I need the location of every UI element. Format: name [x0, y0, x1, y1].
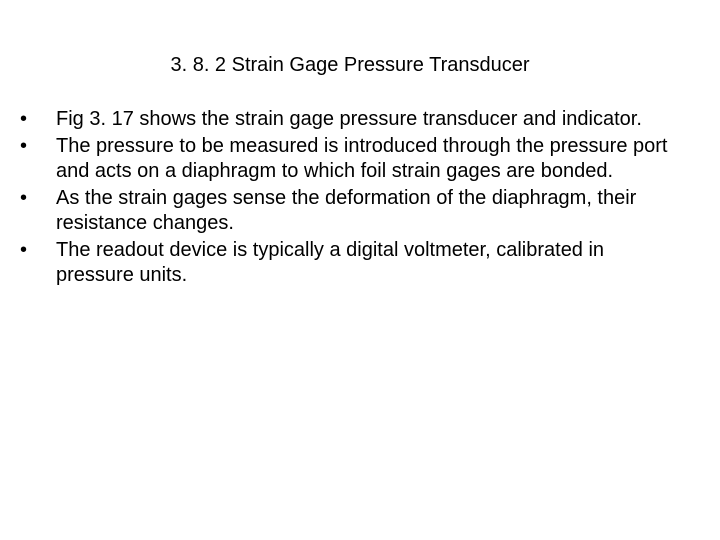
list-item: • As the strain gages sense the deformat… [20, 186, 680, 236]
bullet-icon: • [20, 107, 56, 132]
bullet-icon: • [20, 238, 56, 263]
slide-title: 3. 8. 2 Strain Gage Pressure Transducer [20, 54, 680, 77]
list-item: • The pressure to be measured is introdu… [20, 134, 680, 184]
bullet-icon: • [20, 186, 56, 211]
bullet-text: The readout device is typically a digita… [56, 238, 680, 288]
bullet-text: The pressure to be measured is introduce… [56, 134, 680, 184]
list-item: • Fig 3. 17 shows the strain gage pressu… [20, 107, 680, 132]
slide: 3. 8. 2 Strain Gage Pressure Transducer … [0, 0, 720, 540]
bullet-text: Fig 3. 17 shows the strain gage pressure… [56, 107, 680, 132]
list-item: • The readout device is typically a digi… [20, 238, 680, 288]
bullet-text: As the strain gages sense the deformatio… [56, 186, 680, 236]
bullet-list: • Fig 3. 17 shows the strain gage pressu… [20, 107, 680, 288]
bullet-icon: • [20, 134, 56, 159]
